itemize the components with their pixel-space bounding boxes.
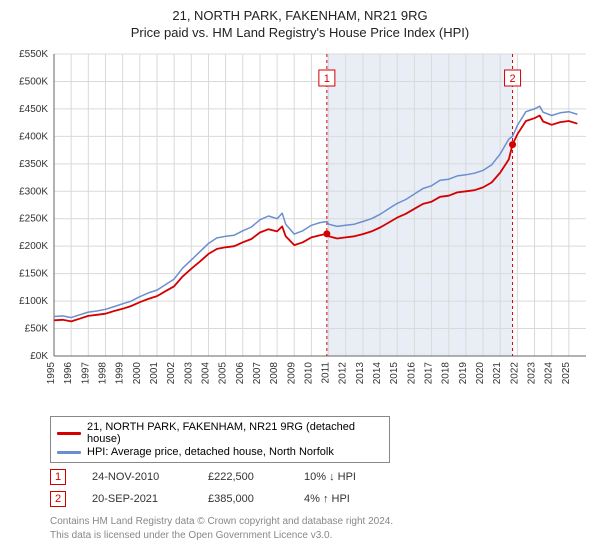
sales-table: 1 24-NOV-2010 £222,500 10% ↓ HPI 2 20-SE…: [50, 469, 590, 507]
svg-text:2: 2: [509, 73, 515, 85]
svg-text:£300K: £300K: [19, 186, 48, 197]
svg-text:2023: 2023: [527, 362, 538, 385]
sale-row: 2 20-SEP-2021 £385,000 4% ↑ HPI: [50, 491, 590, 507]
sale-row: 1 24-NOV-2010 £222,500 10% ↓ HPI: [50, 469, 590, 485]
attribution: Contains HM Land Registry data © Crown c…: [50, 515, 590, 542]
svg-text:1999: 1999: [115, 362, 126, 385]
svg-text:2003: 2003: [183, 362, 194, 385]
svg-text:2024: 2024: [544, 362, 555, 385]
svg-text:2015: 2015: [389, 362, 400, 385]
legend-swatch: [57, 451, 81, 454]
svg-text:2020: 2020: [475, 362, 486, 385]
attribution-line: This data is licensed under the Open Gov…: [50, 529, 590, 543]
svg-text:£0K: £0K: [30, 351, 48, 362]
svg-text:2010: 2010: [303, 362, 314, 385]
svg-text:2011: 2011: [321, 362, 332, 384]
svg-text:2022: 2022: [509, 362, 520, 385]
sale-price: £222,500: [208, 471, 278, 483]
legend-item: HPI: Average price, detached house, Nort…: [57, 446, 383, 458]
sale-delta: 4% ↑ HPI: [304, 493, 350, 505]
svg-text:2001: 2001: [149, 362, 160, 385]
svg-text:£50K: £50K: [25, 324, 49, 335]
svg-text:2012: 2012: [338, 362, 349, 385]
sale-marker-icon: 2: [50, 491, 66, 507]
svg-text:£450K: £450K: [19, 104, 48, 115]
svg-text:2018: 2018: [441, 362, 452, 385]
sale-delta: 10% ↓ HPI: [304, 471, 356, 483]
svg-text:1: 1: [324, 73, 330, 85]
svg-text:2021: 2021: [492, 362, 503, 385]
legend-label: HPI: Average price, detached house, Nort…: [87, 446, 334, 458]
svg-text:1995: 1995: [46, 362, 57, 385]
svg-text:£400K: £400K: [19, 131, 48, 142]
svg-text:£250K: £250K: [19, 214, 48, 225]
svg-text:2009: 2009: [286, 362, 297, 385]
svg-text:£500K: £500K: [19, 76, 48, 87]
legend-swatch: [57, 432, 81, 435]
legend-item: 21, NORTH PARK, FAKENHAM, NR21 9RG (deta…: [57, 421, 383, 445]
svg-text:£150K: £150K: [19, 269, 48, 280]
svg-text:2000: 2000: [132, 362, 143, 385]
svg-text:£200K: £200K: [19, 241, 48, 252]
svg-text:2007: 2007: [252, 362, 263, 385]
svg-text:2002: 2002: [166, 362, 177, 385]
svg-text:2004: 2004: [200, 362, 211, 385]
svg-text:£550K: £550K: [19, 49, 48, 60]
sale-price: £385,000: [208, 493, 278, 505]
svg-text:2005: 2005: [218, 362, 229, 385]
page-subtitle: Price paid vs. HM Land Registry's House …: [10, 25, 590, 40]
svg-text:1997: 1997: [80, 362, 91, 385]
svg-text:2013: 2013: [355, 362, 366, 385]
svg-text:2014: 2014: [372, 362, 383, 385]
svg-text:1998: 1998: [97, 362, 108, 385]
svg-text:2017: 2017: [424, 362, 435, 385]
sale-date: 20-SEP-2021: [92, 493, 182, 505]
attribution-line: Contains HM Land Registry data © Crown c…: [50, 515, 590, 529]
svg-text:2008: 2008: [269, 362, 280, 385]
svg-text:2006: 2006: [235, 362, 246, 385]
svg-text:2016: 2016: [406, 362, 417, 385]
sale-marker-icon: 1: [50, 469, 66, 485]
svg-text:£350K: £350K: [19, 159, 48, 170]
page-title: 21, NORTH PARK, FAKENHAM, NR21 9RG: [10, 8, 590, 23]
svg-text:£100K: £100K: [19, 296, 48, 307]
sale-date: 24-NOV-2010: [92, 471, 182, 483]
legend-label: 21, NORTH PARK, FAKENHAM, NR21 9RG (deta…: [87, 421, 383, 445]
price-chart: £0K £50K £100K £150K £200K £250K £300K £350K £40…: [10, 48, 590, 410]
svg-text:1996: 1996: [63, 362, 74, 385]
svg-text:2019: 2019: [458, 362, 469, 385]
chart-svg: £0K £50K £100K £150K £200K £250K £300K £350K £40…: [10, 48, 590, 410]
legend: 21, NORTH PARK, FAKENHAM, NR21 9RG (deta…: [50, 416, 390, 463]
svg-text:2025: 2025: [561, 362, 572, 385]
